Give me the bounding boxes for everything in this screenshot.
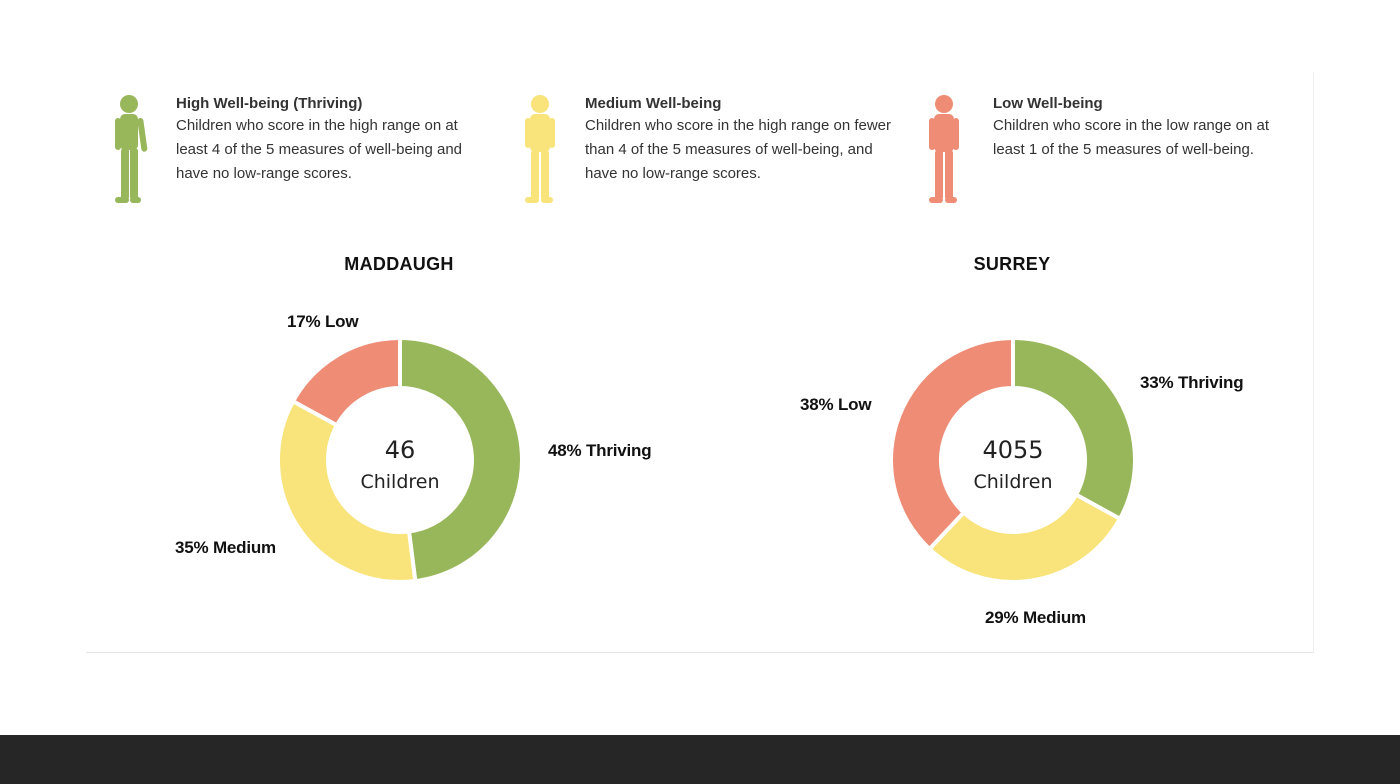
donut-slice-low	[889, 335, 1015, 552]
donut-slice-thriving	[398, 335, 524, 584]
slice-label-thriving: 48% Thriving	[548, 441, 652, 460]
donut-slice-medium	[276, 398, 418, 584]
legend-title: Low Well-being	[993, 95, 1103, 112]
donut-chart-surrey: 4055 Children	[889, 335, 1137, 584]
child-silhouette-icon	[115, 95, 148, 203]
well-being-panel	[86, 72, 1314, 653]
donut-slice-thriving	[1011, 335, 1137, 522]
child-silhouette-icon	[525, 95, 555, 203]
legend-description: Children who score in the low range on a…	[993, 117, 1269, 158]
center-count: 4055	[982, 436, 1043, 464]
slice-label-medium: 35% Medium	[175, 538, 276, 557]
donut-slice-medium	[926, 491, 1123, 584]
donut-slice-low	[290, 335, 402, 429]
footer-bar	[0, 735, 1400, 784]
slice-label-low: 38% Low	[800, 395, 872, 414]
chart-title-surrey: SURREY	[973, 254, 1051, 274]
center-label: Children	[973, 471, 1052, 493]
donut-chart-maddaugh: 46 Children	[276, 335, 524, 584]
center-label: Children	[360, 471, 439, 493]
slice-label-medium: 29% Medium	[985, 608, 1086, 627]
legend-title: High Well-being (Thriving)	[176, 95, 363, 112]
legend-title: Medium Well-being	[585, 95, 722, 112]
slice-label-thriving: 33% Thriving	[1140, 373, 1244, 392]
slice-label-low: 17% Low	[287, 312, 359, 331]
legend-description: Children who score in the high range on …	[176, 117, 463, 182]
legend-description: Children who score in the high range on …	[585, 117, 892, 182]
child-silhouette-icon	[929, 95, 959, 203]
center-count: 46	[385, 436, 416, 464]
chart-title-maddaugh: MADDAUGH	[344, 254, 454, 274]
